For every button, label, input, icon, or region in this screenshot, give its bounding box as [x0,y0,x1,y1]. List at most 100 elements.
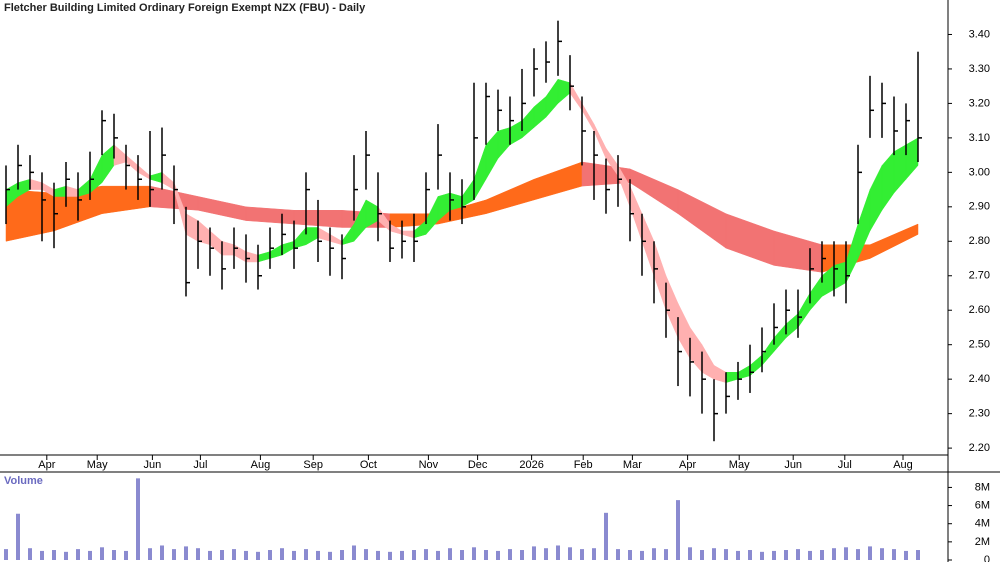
volume-bar [640,550,644,560]
volume-bar [700,550,704,560]
x-tick-label: Apr [679,459,696,471]
y-tick-label: 0 [984,554,990,562]
volume-title: Volume [4,475,43,487]
volume-bar [796,549,800,560]
volume-bar [424,549,428,560]
volume-bar [268,550,272,560]
volume-bar [712,548,716,560]
x-tick-label: Dec [468,459,488,471]
y-tick-label: 2.50 [969,339,990,351]
volume-bar [364,549,368,560]
x-tick-label: Mar [623,459,642,471]
volume-bar [820,550,824,560]
volume-bar [148,548,152,560]
volume-bar [388,551,392,560]
volume-bar [520,550,524,560]
y-tick-label: 3.40 [969,28,990,40]
volume-bar [400,550,404,560]
chart-title: Fletcher Building Limited Ordinary Forei… [4,2,366,14]
volume-bar [880,548,884,560]
x-tick-label: Nov [419,459,439,471]
volume-bar [88,550,92,560]
ribbon-segment [905,137,919,180]
y-tick-label: 2.60 [969,304,990,316]
x-tick-label: Sep [303,459,323,471]
volume-bar [544,548,548,560]
y-tick-label: 2.90 [969,201,990,213]
volume-bar [592,548,596,560]
volume-bar [340,550,344,560]
y-tick-label: 2.20 [969,442,990,454]
volume-bar [4,549,8,560]
volume-bar [40,550,44,560]
volume-bar [772,550,776,560]
volume-bar [52,550,56,560]
volume-bar [580,549,584,560]
volume-bar [184,546,188,560]
volume-bar [724,549,728,560]
x-tick-label: Apr [38,459,55,471]
volume-bar [232,549,236,560]
volume-bar [280,548,284,560]
volume-bar [472,547,476,560]
volume-bar [244,550,248,560]
volume-bar [436,550,440,560]
volume-bar [628,550,632,560]
volume-bar [904,550,908,560]
volume-bar [652,548,656,560]
volume-bar [856,549,860,560]
y-tick-label: 2.70 [969,270,990,282]
x-tick-label: Jul [838,459,852,471]
x-tick-label: Jun [784,459,802,471]
volume-bar [172,549,176,560]
volume-bar [484,550,488,560]
volume-bar [328,551,332,560]
volume-bar [64,551,68,560]
x-tick-label: 2026 [519,459,543,471]
y-tick-label: 6M [975,499,990,511]
plot-layer: 2.20 2.30 2.40 2.50 2.60 2.70 2.80 2.90 3.00 3.10… [4,20,990,562]
volume-bar [832,548,836,560]
volume-bar [256,551,260,560]
volume-bar [220,550,224,560]
y-tick-label: 2M [975,536,990,548]
y-tick-label: 2.80 [969,235,990,247]
volume-bar [100,547,104,560]
y-tick-label: 3.10 [969,132,990,144]
x-tick-label: May [729,459,750,471]
x-tick-label: Jul [193,459,207,471]
y-tick-label: 3.00 [969,166,990,178]
volume-bar [112,550,116,560]
volume-bar [808,550,812,560]
volume-bar [784,550,788,560]
volume-bar [460,550,464,560]
y-tick-label: 3.30 [969,63,990,75]
x-tick-label: Oct [360,459,377,471]
volume-bar [304,549,308,560]
volume-bar [76,549,80,560]
volume-bar [448,548,452,560]
x-tick-label: Feb [574,459,593,471]
y-tick-label: 2.40 [969,373,990,385]
volume-bar [316,550,320,560]
volume-bar [748,550,752,560]
volume-bar [892,549,896,560]
volume-bar [568,547,572,560]
volume-bar [16,513,20,560]
volume-bar [688,547,692,560]
volume-bar [28,548,32,560]
volume-bar [508,549,512,560]
volume-bar [196,548,200,560]
volume-bar [616,549,620,560]
volume-bar [604,512,608,560]
volume-bar [844,547,848,560]
volume-bar [208,550,212,560]
x-tick-label: Aug [251,459,271,471]
volume-bar [676,500,680,560]
y-tick-label: 4M [975,518,990,530]
x-tick-label: Aug [893,459,913,471]
x-tick-label: Jun [144,459,162,471]
volume-bar [532,546,536,560]
volume-bar [292,550,296,560]
